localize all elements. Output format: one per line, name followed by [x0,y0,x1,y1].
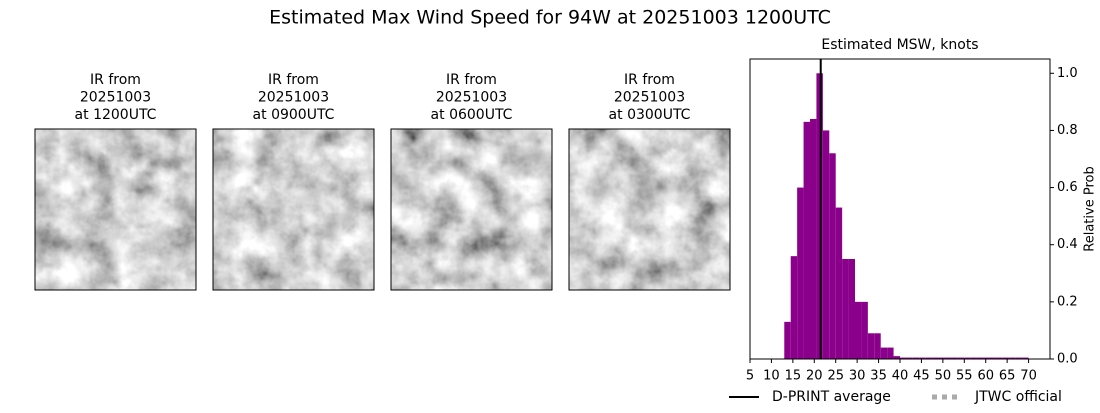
y-tick-label: 0.2 [1057,294,1078,309]
panel-title: at 0300UTC [609,107,691,123]
bar [951,357,958,359]
x-tick-label: 45 [913,369,930,384]
panel-title: IR from [624,72,675,88]
bar [919,357,926,359]
bar [842,259,849,359]
axes-title: Estimated MSW, knots [821,37,978,53]
bar [855,301,862,359]
bar [784,321,791,359]
bar [964,357,971,359]
x-tick-label: 5 [746,369,754,384]
x-tick-label: 20 [806,369,823,384]
x-tick-label: 60 [977,369,994,384]
ir-image [391,129,552,290]
bar [1009,357,1016,359]
bar [945,357,952,359]
y-axis-label: Relative Prob [1083,166,1098,251]
ir-image [35,129,196,290]
x-tick-label: 10 [763,369,780,384]
bar [803,121,810,359]
x-tick-label: 25 [827,369,844,384]
ir-frame [568,128,731,291]
bar [900,357,907,359]
x-tick-label: 15 [785,369,802,384]
bar [932,357,939,359]
y-tick-label: 1.0 [1057,66,1078,81]
ir-image [569,129,730,290]
panel-title: IR from [90,72,141,88]
panel-title: at 0600UTC [431,107,513,123]
y-tick-label: 0.8 [1057,123,1078,138]
bar [790,256,798,359]
bar [797,187,804,359]
bar [880,347,888,359]
legend-label: JTWC official [974,389,1062,405]
bar [848,259,855,359]
bar [893,356,900,359]
ir-image [213,129,374,290]
panel-title: 20251003 [258,90,329,106]
bar [861,301,868,359]
panel-title: 20251003 [614,90,685,106]
x-tick-label: 40 [892,369,909,384]
bar [977,357,984,359]
bar [906,357,913,359]
bar [996,357,1003,359]
ir-frame [390,128,553,291]
x-tick-label: 50 [935,369,952,384]
bar [874,333,881,359]
panel-title: 20251003 [80,90,151,106]
bar [829,153,836,359]
ir-frame [212,128,375,291]
bar [957,357,965,359]
x-tick-label: 65 [999,369,1016,384]
panel-title: at 1200UTC [75,107,157,123]
bar [867,333,875,359]
bar [835,207,843,359]
bar [983,357,990,359]
figure-title: Estimated Max Wind Speed for 94W at 2025… [269,7,831,29]
bar [816,73,823,360]
bar [822,130,830,359]
panel-title: IR from [446,72,497,88]
bar [925,357,933,359]
bar [912,357,920,359]
panel-title: 20251003 [436,90,507,106]
ir-frame [34,128,197,291]
y-tick-label: 0.0 [1057,352,1078,367]
x-tick-label: 70 [1020,369,1037,384]
x-tick-label: 35 [870,369,887,384]
bar [887,347,894,359]
bar [1022,357,1029,359]
legend-label: D-PRINT average [772,389,891,405]
panel-title: at 0900UTC [253,107,335,123]
bar [810,119,817,359]
y-tick-label: 0.4 [1057,237,1078,252]
y-tick-label: 0.6 [1057,180,1078,195]
panel-title: IR from [268,72,319,88]
bar [1002,357,1010,359]
bar [990,357,997,359]
x-tick-label: 30 [849,369,866,384]
bar [938,357,945,359]
x-tick-label: 55 [956,369,973,384]
bar [1015,357,1023,359]
bar [970,357,978,359]
